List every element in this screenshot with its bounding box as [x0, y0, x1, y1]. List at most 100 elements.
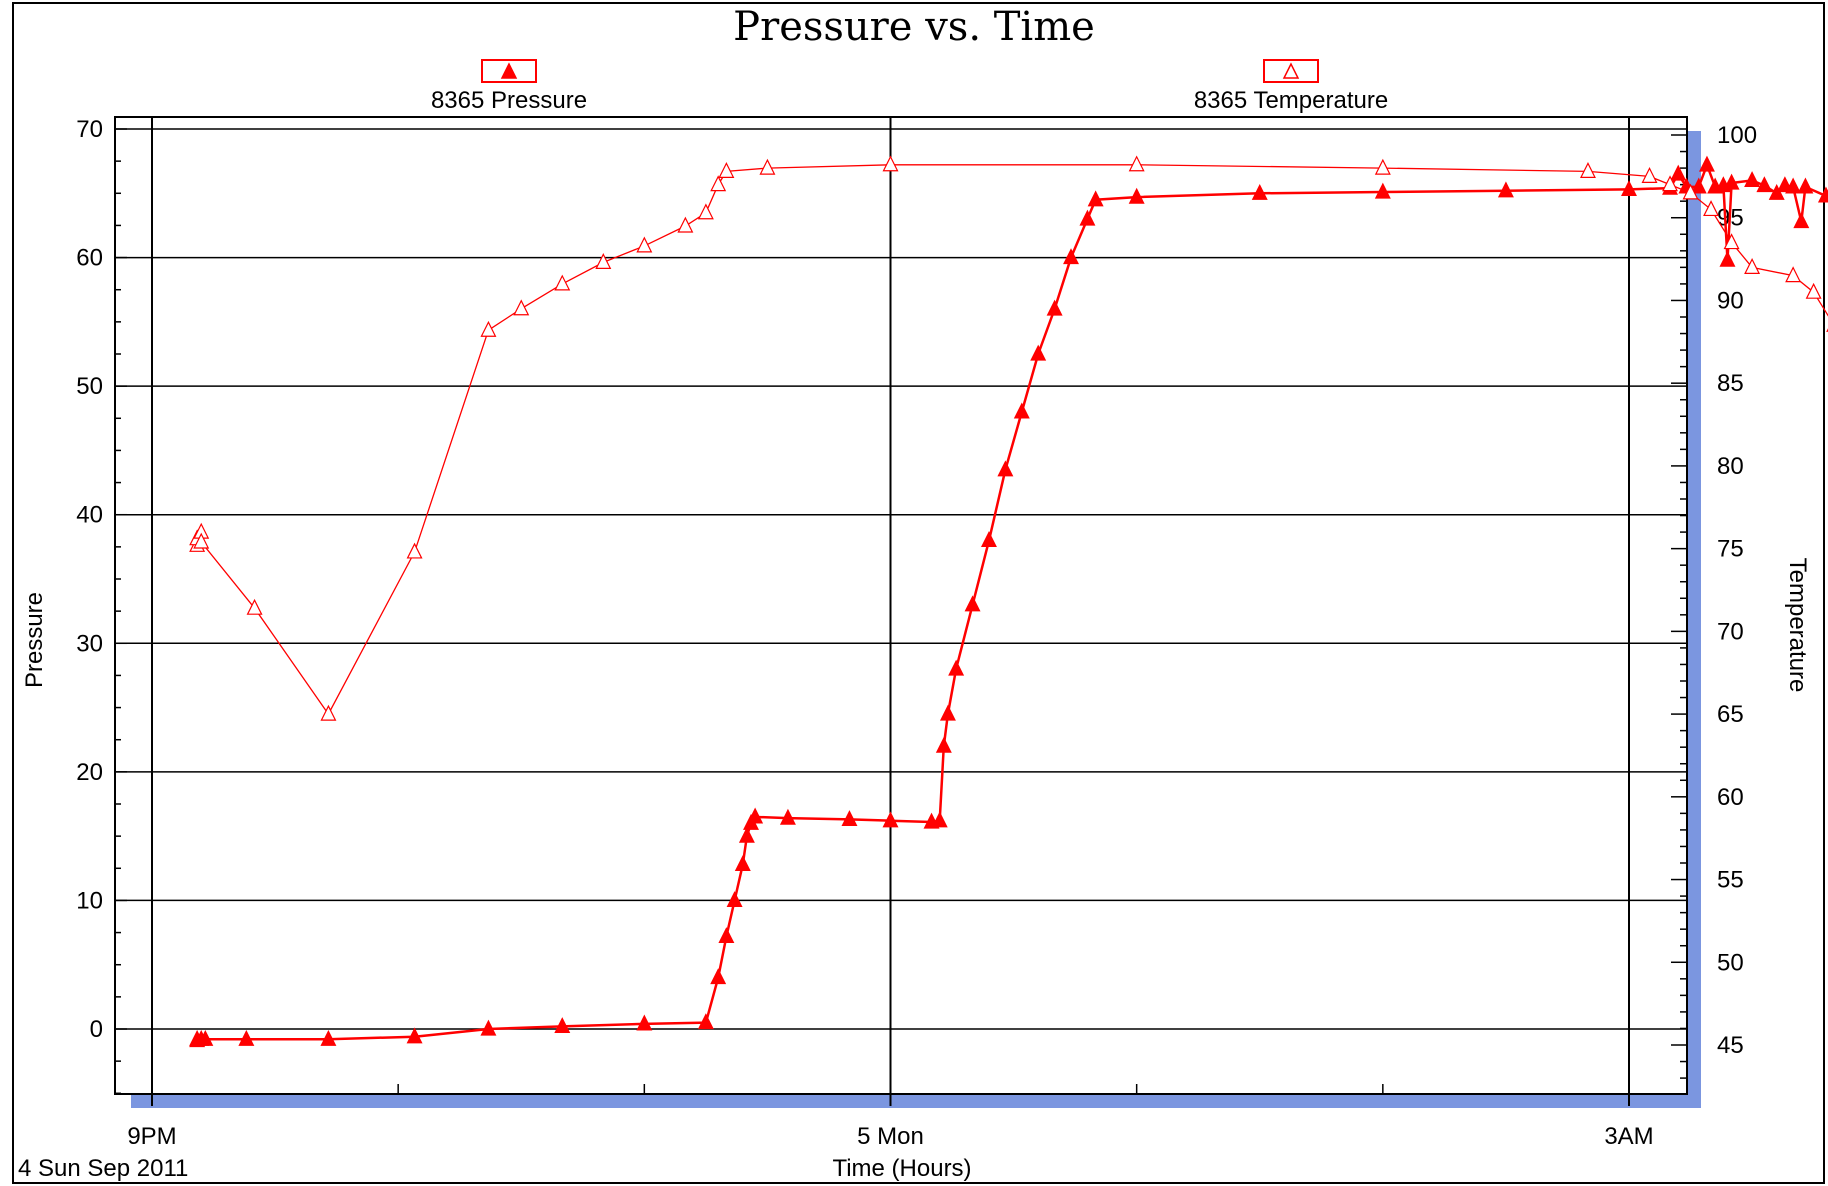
plot-shadow-right [1687, 131, 1701, 1108]
data-point [1670, 164, 1687, 181]
data-point [1744, 258, 1761, 274]
data-point [1703, 200, 1720, 217]
y2-tick-label: 80 [1717, 453, 1744, 480]
legend-swatch-temperature [1263, 59, 1319, 83]
data-point [841, 810, 858, 827]
data-point [677, 216, 694, 233]
y2-tick-label: 75 [1717, 536, 1744, 563]
y2-tick-label: 70 [1717, 618, 1744, 645]
series-layer [189, 155, 1828, 1048]
data-point [931, 811, 948, 828]
y2-tick-label: 55 [1717, 867, 1744, 894]
data-point [1698, 155, 1715, 172]
data-point [1690, 177, 1707, 194]
legend-marker-temperature [1282, 62, 1300, 79]
data-point [738, 826, 755, 843]
data-point [1805, 282, 1822, 299]
data-point [1128, 155, 1145, 172]
data-point [238, 1029, 255, 1046]
y-axis-title: Pressure [21, 592, 48, 688]
data-point [1621, 180, 1637, 197]
data-point [513, 299, 530, 316]
y2-tick-label: 100 [1717, 122, 1757, 149]
y-tick-label: 20 [76, 759, 103, 786]
y-tick-label: 70 [76, 116, 103, 143]
data-point [1128, 187, 1145, 204]
data-point [726, 891, 743, 908]
data-point [1785, 266, 1802, 283]
data-point [759, 158, 776, 175]
data-point [1797, 177, 1814, 194]
data-point [718, 927, 735, 944]
data-point [595, 253, 612, 269]
data-point [1251, 183, 1268, 200]
data-point [710, 175, 727, 192]
y-tick-label: 30 [76, 630, 103, 657]
data-point [964, 595, 981, 612]
y-tick-label: 60 [76, 245, 103, 272]
chart-title: Pressure vs. Time [733, 4, 1095, 50]
y-tick-label: 0 [90, 1016, 103, 1043]
data-point [935, 736, 952, 753]
data-point [734, 855, 751, 872]
data-point [197, 1029, 214, 1046]
data-point [636, 236, 653, 253]
legend-label-temperature: 8365 Temperature [1194, 87, 1388, 114]
data-point [1641, 167, 1658, 183]
data-point [1785, 177, 1802, 194]
data-point [697, 1013, 714, 1030]
y-tick-label: 40 [76, 502, 103, 529]
data-point [1756, 176, 1773, 193]
data-point [1063, 248, 1079, 265]
grid-lines [115, 117, 1687, 1094]
data-point [1662, 175, 1678, 192]
legend-label-pressure: 8365 Pressure [431, 87, 587, 114]
data-point [1723, 173, 1740, 190]
x-tick-label: 9PM [127, 1123, 176, 1150]
data-point [948, 659, 965, 676]
data-point [1374, 182, 1391, 199]
data-point [1374, 158, 1391, 175]
series-line [196, 164, 1828, 716]
axes: 0102030405060704550556065707580859095100… [76, 116, 1757, 1150]
data-point [1087, 190, 1104, 207]
data-point [554, 1017, 571, 1034]
y2-tick-label: 85 [1717, 370, 1744, 397]
data-point [320, 704, 337, 721]
plot-shadow-bottom [131, 1094, 1701, 1108]
data-point [1744, 171, 1761, 188]
data-point [193, 532, 210, 549]
series-pressure [189, 155, 1828, 1048]
data-point [554, 274, 571, 291]
data-point [1580, 162, 1596, 178]
series-temperature [189, 155, 1828, 721]
data-point [1013, 402, 1030, 419]
data-point [882, 155, 899, 172]
data-point [320, 1029, 337, 1046]
data-point [1046, 299, 1063, 316]
data-point [636, 1014, 653, 1031]
y2-tick-label: 90 [1717, 287, 1744, 314]
data-point [710, 968, 727, 985]
data-point [697, 203, 714, 220]
legend-item-temperature: 8365 Temperature [1194, 59, 1388, 114]
x-tick-label: 3AM [1604, 1123, 1653, 1150]
data-point [480, 320, 497, 337]
data-point [718, 162, 735, 178]
x-axis-date-label: 4 Sun Sep 2011 [18, 1155, 188, 1182]
data-point [980, 531, 997, 548]
data-point [747, 807, 764, 824]
data-point [480, 1019, 497, 1036]
data-point [1682, 183, 1699, 200]
y2-tick-label: 65 [1717, 701, 1744, 728]
data-point [1768, 183, 1785, 200]
x-axis-title: Time (Hours) [832, 1155, 971, 1182]
data-point [1793, 212, 1810, 229]
plot-area [114, 116, 1688, 1095]
legend: 8365 Pressure 8365 Temperature [431, 59, 1388, 114]
y2-tick-label: 50 [1717, 949, 1744, 976]
data-point [1723, 233, 1740, 250]
data-point [1719, 250, 1736, 267]
legend-item-pressure: 8365 Pressure [431, 59, 587, 114]
data-point [939, 704, 956, 721]
